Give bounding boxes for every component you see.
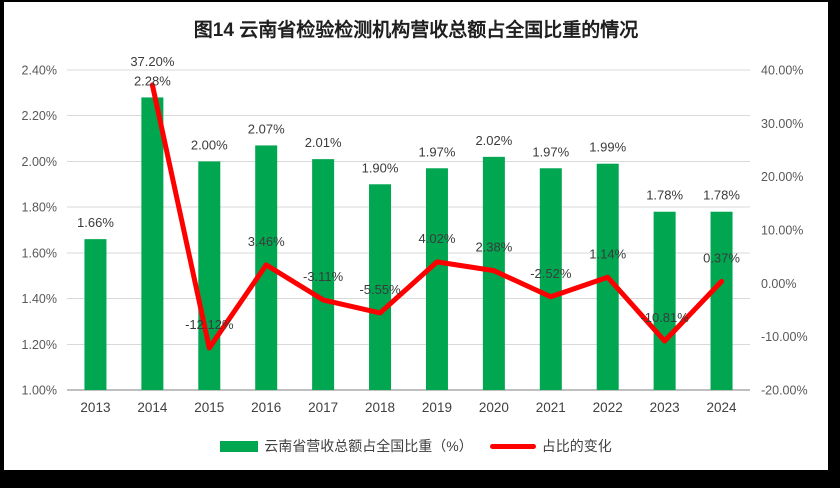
- line-label: -3.11%: [303, 269, 344, 284]
- bar-label: 1.99%: [589, 140, 626, 155]
- line-label: 1.14%: [589, 246, 626, 261]
- line-label: -2.52%: [530, 266, 572, 281]
- bar-label: 2.01%: [305, 135, 342, 150]
- x-axis-label: 2021: [536, 400, 566, 415]
- line-series: [149, 82, 725, 351]
- chart-legend: 云南省营收总额占全国比重（%） 占比的变化: [4, 436, 828, 456]
- bar: [369, 184, 392, 390]
- x-axis-label: 2017: [308, 400, 338, 415]
- right-axis-tick-label: 30.00%: [761, 117, 803, 131]
- right-axis-tick-label: -10.00%: [761, 330, 808, 344]
- line-label: 4.02%: [419, 231, 456, 246]
- bar-label: 1.78%: [703, 188, 740, 203]
- chart-plot: 1.66% 2.28% 2.00% 2.07% 2.01% 1.90% 1.97% 2.02%…: [22, 54, 808, 415]
- left-axis-tick-label: 1.00%: [22, 384, 57, 398]
- left-axis-tick-label: 2.00%: [22, 155, 57, 169]
- bar-label: 2.28%: [134, 73, 171, 88]
- left-axis-tick-label: 2.40%: [22, 64, 57, 78]
- line-label: -5.55%: [359, 282, 401, 297]
- legend-line-swatch: [489, 443, 536, 449]
- legend-item-change: 占比的变化: [480, 436, 612, 456]
- right-axis-tick-label: -20.00%: [761, 384, 808, 398]
- line-label: -10.81%: [640, 310, 689, 325]
- line-label: 2.38%: [475, 240, 512, 255]
- bar-label: 2.02%: [475, 133, 512, 148]
- legend-bar-label: 云南省营收总额占全国比重（%）: [264, 438, 473, 454]
- bar-label: 1.97%: [532, 144, 569, 159]
- bar: [84, 239, 107, 390]
- legend-bar-swatch: [220, 440, 259, 452]
- bar: [198, 161, 221, 390]
- line-label: -12.12%: [185, 317, 234, 332]
- left-axis-tick-label: 2.20%: [22, 109, 57, 123]
- left-axis-tick-label: 1.80%: [22, 201, 57, 215]
- line-label: 37.20%: [130, 54, 175, 69]
- bar: [653, 211, 676, 390]
- bar-label: 1.78%: [646, 188, 683, 203]
- x-axis-label: 2013: [80, 400, 110, 415]
- left-axis-tick-label: 1.20%: [22, 338, 57, 352]
- chart-title: 图14 云南省检验检测机构营收总额占全国比重的情况: [193, 20, 639, 41]
- x-axis-label: 2018: [365, 400, 395, 415]
- bar: [710, 211, 733, 390]
- bar-label: 1.90%: [362, 160, 399, 175]
- bar-label: 2.07%: [248, 121, 285, 136]
- bar-label: 1.97%: [419, 144, 456, 159]
- bar: [482, 156, 505, 390]
- right-axis-tick-label: 10.00%: [761, 224, 803, 238]
- bar: [425, 168, 448, 390]
- x-axis-label: 2014: [137, 400, 168, 415]
- line-label: 0.37%: [703, 250, 740, 265]
- chart-canvas: 1.66% 2.28% 2.00% 2.07% 2.01% 1.90% 1.97% 2.02%…: [4, 2, 828, 470]
- left-axis-tick-label: 1.60%: [22, 246, 57, 260]
- x-axis-label: 2024: [707, 400, 738, 415]
- x-axis-label: 2015: [194, 400, 224, 415]
- right-axis-tick-label: 20.00%: [761, 170, 803, 184]
- left-axis-tick-label: 1.40%: [22, 292, 57, 306]
- x-axis-label: 2020: [479, 400, 509, 415]
- x-axis-label: 2022: [593, 400, 623, 415]
- right-axis-tick-label: 40.00%: [761, 64, 803, 78]
- bar: [539, 168, 562, 390]
- bar: [312, 159, 335, 390]
- line-label: 3.46%: [248, 234, 285, 249]
- bar: [141, 97, 164, 390]
- x-axis-label: 2016: [251, 400, 281, 415]
- x-axis-label: 2019: [422, 400, 452, 415]
- bar-label: 1.66%: [77, 215, 114, 230]
- legend-item-share: 云南省营收总额占全国比重（%）: [220, 436, 473, 456]
- x-axis-label: 2023: [650, 400, 680, 415]
- legend-line-label: 占比的变化: [541, 438, 612, 454]
- bar-label: 2.00%: [191, 137, 228, 152]
- right-axis-tick-label: 0.00%: [761, 277, 796, 291]
